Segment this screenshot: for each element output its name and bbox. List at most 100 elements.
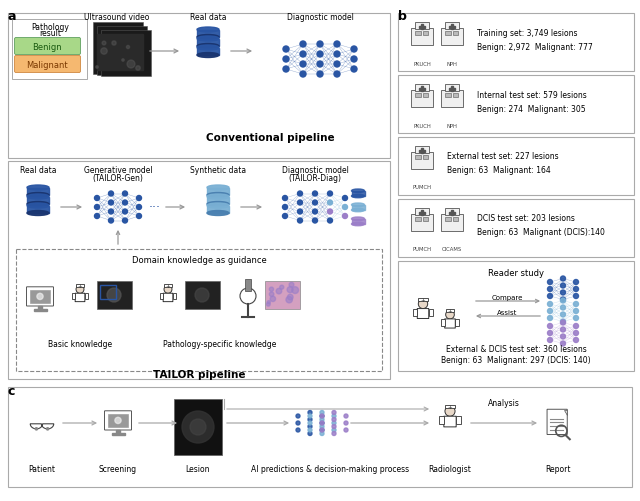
Text: Diagnostic model: Diagnostic model <box>287 13 353 22</box>
Text: Benign: Benign <box>32 44 62 53</box>
Bar <box>197 49 219 56</box>
Circle shape <box>547 287 552 292</box>
Bar <box>197 40 219 47</box>
Circle shape <box>561 313 566 317</box>
Circle shape <box>573 338 579 343</box>
Bar <box>85 294 88 300</box>
Circle shape <box>100 58 108 66</box>
Bar <box>97 282 132 310</box>
Circle shape <box>109 218 113 223</box>
Bar <box>449 89 456 90</box>
Circle shape <box>547 338 552 343</box>
Text: Ultrasound video: Ultrasound video <box>84 13 150 22</box>
Bar <box>440 416 444 424</box>
Polygon shape <box>30 424 54 429</box>
Circle shape <box>312 209 317 214</box>
Circle shape <box>35 428 38 430</box>
Text: PUMCH: PUMCH <box>413 185 431 190</box>
Circle shape <box>283 47 289 53</box>
Circle shape <box>573 294 579 299</box>
Circle shape <box>308 425 312 429</box>
Ellipse shape <box>197 37 219 42</box>
Bar <box>419 299 428 302</box>
Text: Benign: 63  Malignant: 164: Benign: 63 Malignant: 164 <box>447 166 551 175</box>
Bar <box>415 146 429 153</box>
Bar <box>420 210 424 215</box>
Bar <box>27 188 49 195</box>
Circle shape <box>300 72 306 78</box>
Ellipse shape <box>207 186 229 190</box>
Bar <box>423 155 429 160</box>
Circle shape <box>289 297 294 302</box>
Ellipse shape <box>351 209 365 212</box>
Ellipse shape <box>351 217 365 221</box>
Text: Generative model: Generative model <box>84 166 152 175</box>
Bar <box>351 191 365 196</box>
Text: a: a <box>8 10 17 23</box>
Text: Internal test set: 579 lesions: Internal test set: 579 lesions <box>477 90 587 99</box>
Circle shape <box>351 47 357 53</box>
Bar <box>453 32 458 37</box>
Ellipse shape <box>27 186 49 190</box>
Text: Analysis: Analysis <box>488 399 520 408</box>
Circle shape <box>282 214 287 219</box>
Bar <box>423 94 429 98</box>
Circle shape <box>328 209 333 214</box>
Bar <box>445 405 455 409</box>
Text: Malignant: Malignant <box>26 62 68 70</box>
Circle shape <box>351 57 357 63</box>
Circle shape <box>328 218 333 223</box>
Bar <box>412 91 433 107</box>
Circle shape <box>320 432 324 436</box>
Bar <box>445 310 454 313</box>
Bar <box>413 309 417 316</box>
Circle shape <box>320 418 324 422</box>
Circle shape <box>317 62 323 68</box>
Bar <box>445 217 451 222</box>
Circle shape <box>130 33 138 41</box>
Circle shape <box>328 191 333 196</box>
Circle shape <box>122 200 127 205</box>
Ellipse shape <box>351 189 365 193</box>
Bar <box>441 91 463 107</box>
FancyBboxPatch shape <box>445 319 455 328</box>
Circle shape <box>419 300 428 309</box>
Bar <box>116 430 120 433</box>
Circle shape <box>113 41 118 46</box>
Circle shape <box>136 37 142 43</box>
Text: Domain knowledge as guidance: Domain knowledge as guidance <box>132 256 266 265</box>
Ellipse shape <box>27 203 49 208</box>
Bar <box>100 286 116 300</box>
Circle shape <box>573 316 579 321</box>
Bar <box>173 294 177 300</box>
Text: Compare: Compare <box>492 295 523 301</box>
Circle shape <box>561 341 566 346</box>
Circle shape <box>317 42 323 48</box>
Circle shape <box>573 287 579 292</box>
Circle shape <box>320 421 324 425</box>
Bar <box>76 285 84 288</box>
Circle shape <box>95 205 99 210</box>
Circle shape <box>573 324 579 329</box>
Circle shape <box>573 331 579 336</box>
Text: Reader study: Reader study <box>488 269 544 278</box>
Circle shape <box>298 200 303 205</box>
Text: Patient: Patient <box>29 464 56 473</box>
Circle shape <box>266 287 271 293</box>
Circle shape <box>107 289 121 303</box>
Text: PKUCH: PKUCH <box>413 123 431 128</box>
Circle shape <box>334 62 340 68</box>
Circle shape <box>289 290 295 297</box>
Circle shape <box>296 414 300 418</box>
Bar <box>164 285 172 288</box>
Text: AI predictions & decision-making process: AI predictions & decision-making process <box>251 464 409 473</box>
Circle shape <box>312 218 317 223</box>
Ellipse shape <box>27 211 49 216</box>
Bar <box>441 214 463 231</box>
Bar <box>445 32 451 37</box>
Circle shape <box>308 432 312 436</box>
Text: Basic knowledge: Basic knowledge <box>48 340 112 349</box>
Text: Lesion: Lesion <box>186 464 211 473</box>
Bar <box>31 291 49 303</box>
Bar <box>93 23 143 75</box>
